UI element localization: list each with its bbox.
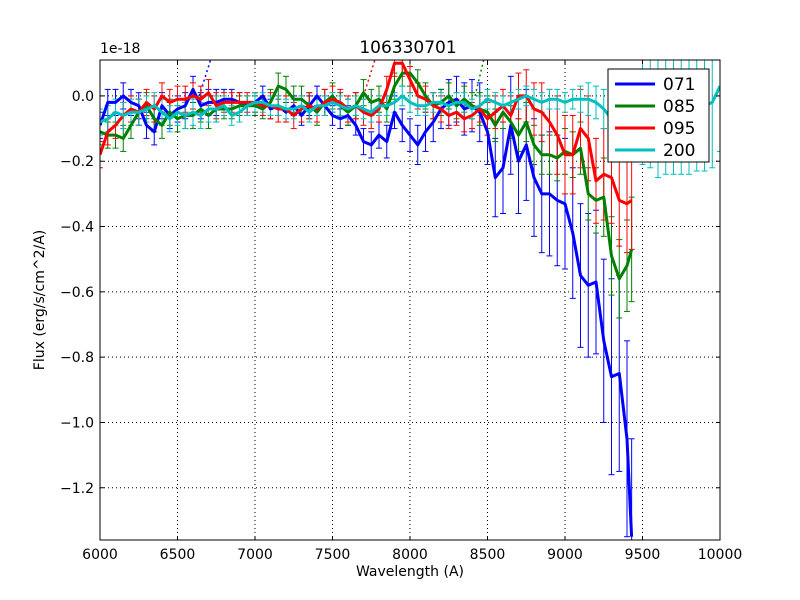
legend-item-071: 071 xyxy=(615,75,695,95)
y-tick-label: −1.0 xyxy=(60,415,94,431)
y-tick-label: −0.2 xyxy=(60,154,94,170)
legend-label-200: 200 xyxy=(663,141,695,161)
dotted-connector xyxy=(474,60,485,97)
dotted-connector xyxy=(198,60,212,97)
y-axis-ticks: 0.0 −0.2 −0.4 −0.6 −0.8 −1.0 −1.2 xyxy=(60,89,720,497)
dotted-connector xyxy=(362,60,376,97)
legend-item-200: 200 xyxy=(615,141,695,161)
series-085-line xyxy=(100,71,634,281)
x-tick-label: 6000 xyxy=(82,547,118,563)
y-tick-label: −1.2 xyxy=(60,481,94,497)
x-tick-label: 8500 xyxy=(470,547,506,563)
legend-label-095: 095 xyxy=(663,119,695,139)
x-tick-label: 9500 xyxy=(625,547,661,563)
chart-title: 106330701 xyxy=(359,38,456,58)
x-tick-label: 6500 xyxy=(160,547,196,563)
x-tick-label: 7000 xyxy=(237,547,273,563)
y-tick-label: −0.8 xyxy=(60,350,94,366)
y-offset-label: 1e-18 xyxy=(100,41,140,57)
legend: 071 085 095 200 xyxy=(607,68,710,163)
y-axis-label: Flux (erg/s/cm^2/A) xyxy=(32,230,48,370)
series-095-line xyxy=(100,61,633,206)
series-layer xyxy=(100,60,720,540)
x-tick-label: 7500 xyxy=(315,547,351,563)
x-tick-label: 8000 xyxy=(392,547,428,563)
x-axis-label: Wavelength (A) xyxy=(356,564,464,580)
y-tick-label: −0.4 xyxy=(60,220,94,236)
x-tick-label: 9000 xyxy=(547,547,583,563)
x-tick-label: 10000 xyxy=(698,547,743,563)
y-tick-label: 0.0 xyxy=(72,89,94,105)
legend-item-085: 085 xyxy=(615,97,695,117)
x-axis-ticks: 6000 6500 7000 7500 8000 8500 9000 9500 10000 xyxy=(82,60,742,563)
legend-label-085: 085 xyxy=(663,97,695,117)
legend-label-071: 071 xyxy=(663,75,695,95)
legend-item-095: 095 xyxy=(615,119,695,139)
y-tick-label: −0.6 xyxy=(60,285,94,301)
